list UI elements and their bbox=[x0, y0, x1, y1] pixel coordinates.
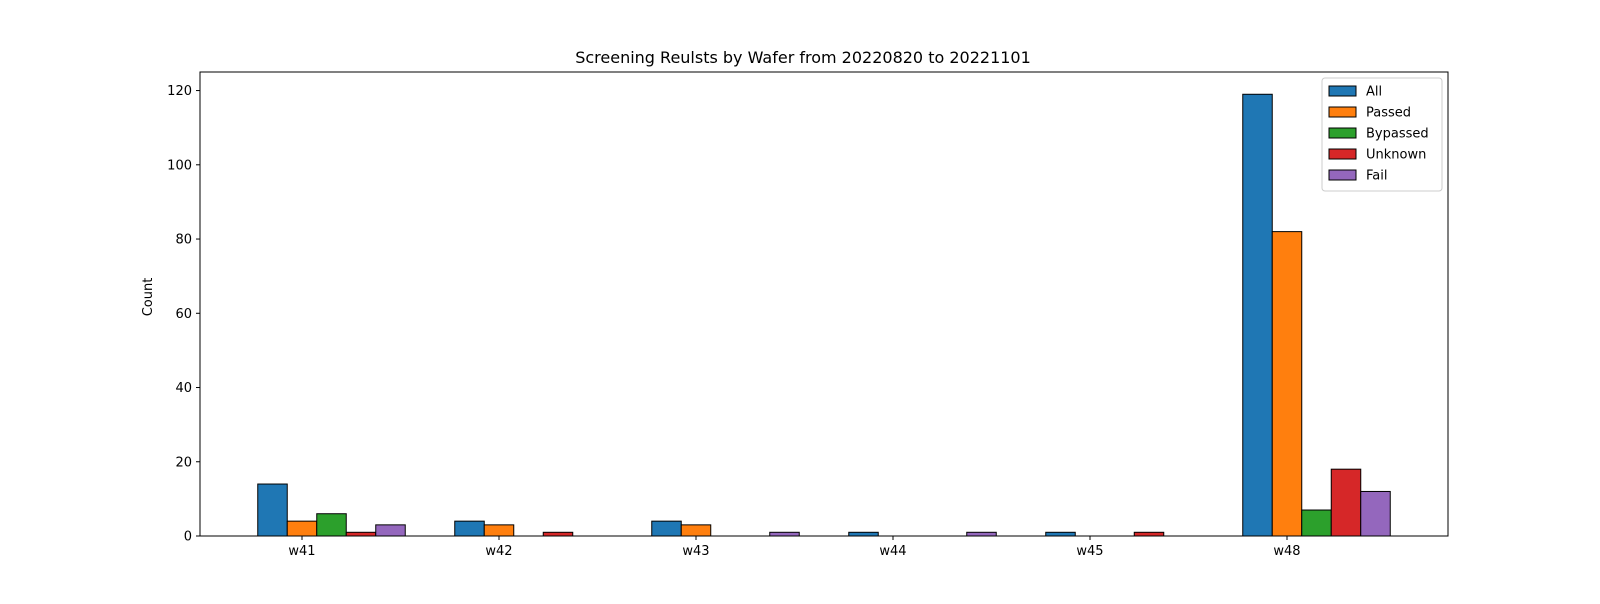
legend-swatch-fail bbox=[1328, 169, 1357, 181]
legend-box bbox=[1321, 77, 1443, 192]
bar-fail-w41 bbox=[375, 524, 406, 537]
bar-all-w42 bbox=[454, 520, 485, 537]
y-tick-label: 40 bbox=[175, 381, 192, 396]
legend: All Passed Bypassed Unknown Fail bbox=[1321, 77, 1443, 192]
legend-label-all: All bbox=[1366, 85, 1382, 100]
x-tick-label-w44: w44 bbox=[879, 544, 906, 559]
bar-passed-w43 bbox=[680, 524, 712, 537]
bar-all-w41 bbox=[257, 483, 288, 537]
y-tick-label: 0 bbox=[184, 530, 192, 545]
bar-bypassed-w41 bbox=[316, 513, 347, 537]
bar-passed-w42 bbox=[483, 524, 515, 537]
bar-unknown-w45 bbox=[1133, 531, 1165, 537]
legend-swatch-passed bbox=[1328, 106, 1357, 118]
legend-label-bypassed: Bypassed bbox=[1366, 127, 1429, 142]
legend-label-fail: Fail bbox=[1366, 169, 1387, 184]
bar-passed-w48 bbox=[1271, 231, 1303, 537]
legend-label-unknown: Unknown bbox=[1366, 148, 1426, 163]
bar-fail-w44 bbox=[966, 531, 997, 537]
x-axis-ticks: w41 w42 w43 w44 w45 w48 bbox=[288, 536, 1301, 559]
bars-layer bbox=[257, 93, 1391, 537]
bar-unknown-w48 bbox=[1330, 468, 1362, 537]
legend-label-passed: Passed bbox=[1366, 106, 1411, 121]
y-tick-label: 60 bbox=[175, 307, 192, 322]
bar-fail-w48 bbox=[1360, 490, 1391, 537]
bar-passed-w41 bbox=[286, 520, 318, 537]
legend-swatch-unknown bbox=[1328, 148, 1357, 160]
bar-unknown-w42 bbox=[542, 531, 574, 537]
x-tick-label-w43: w43 bbox=[682, 544, 709, 559]
legend-swatch-all bbox=[1328, 85, 1357, 97]
x-tick-label-w41: w41 bbox=[288, 544, 315, 559]
bar-fail-w43 bbox=[769, 531, 800, 537]
bar-all-w45 bbox=[1045, 531, 1076, 537]
x-tick-label-w48: w48 bbox=[1273, 544, 1300, 559]
y-tick-label: 100 bbox=[167, 158, 192, 173]
bar-unknown-w41 bbox=[345, 531, 377, 537]
y-axis-label: Count bbox=[141, 278, 156, 317]
legend-swatch-bypassed bbox=[1328, 127, 1357, 139]
y-tick-label: 120 bbox=[167, 84, 192, 99]
y-tick-label: 80 bbox=[175, 233, 192, 248]
bar-all-w43 bbox=[651, 520, 682, 537]
bar-all-w48 bbox=[1242, 93, 1273, 537]
x-tick-label-w45: w45 bbox=[1076, 544, 1103, 559]
plot-frame bbox=[199, 71, 1449, 537]
bar-all-w44 bbox=[848, 531, 879, 537]
bar-bypassed-w48 bbox=[1301, 509, 1332, 537]
chart-title: Screening Reulsts by Wafer from 20220820… bbox=[575, 48, 1031, 67]
y-tick-label: 20 bbox=[175, 455, 192, 470]
x-tick-label-w42: w42 bbox=[485, 544, 512, 559]
y-axis-ticks: 0 20 40 60 80 100 120 bbox=[167, 84, 200, 545]
